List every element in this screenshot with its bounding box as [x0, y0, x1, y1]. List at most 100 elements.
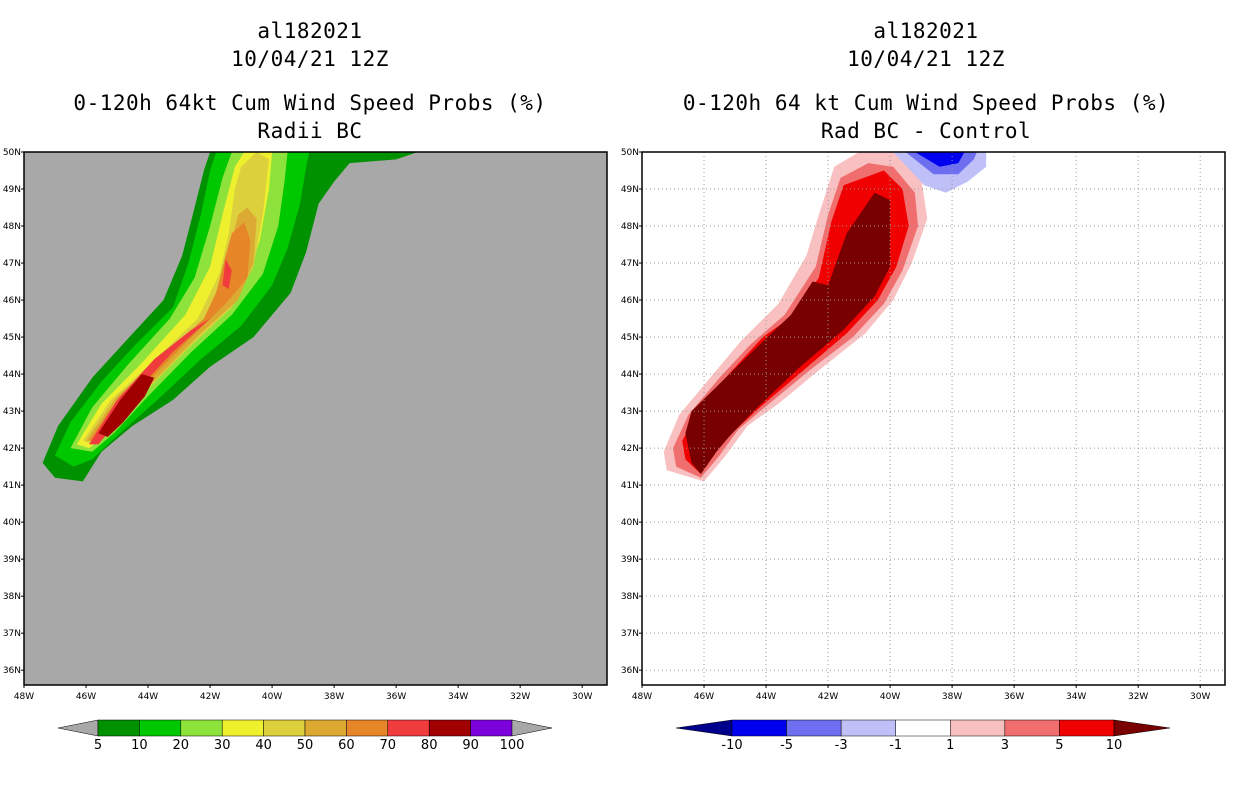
x-tick-label: 48W: [632, 692, 652, 702]
y-tick-label: 46N: [3, 296, 21, 306]
colorbar-swatch-6: [346, 719, 389, 737]
colorbar-over-arrow: [511, 719, 553, 737]
y-tick-label: 38N: [621, 592, 639, 602]
y-tick-label: 43N: [621, 407, 639, 417]
left-title-date: 10/04/21 12Z: [231, 47, 389, 71]
colorbar-swatch-3: [895, 719, 951, 737]
colorbar-swatch-3: [221, 719, 264, 737]
y-tick-label: 39N: [621, 555, 639, 565]
y-tick-label: 38N: [3, 592, 21, 602]
colorbar-swatch-0: [731, 719, 787, 737]
colorbar-label: 60: [338, 738, 355, 753]
colorbar-swatch-8: [428, 719, 471, 737]
right-title-variant: Rad BC - Control: [820, 119, 1032, 143]
left-colorbar: 5 10 20 30 40 50 60 70 80 90 100: [57, 719, 553, 753]
y-tick-label: 37N: [621, 629, 639, 639]
y-tick-label: 49N: [3, 185, 21, 195]
y-tick-label: 43N: [3, 407, 21, 417]
colorbar-swatch-2: [840, 719, 896, 737]
colorbar-under-arrow: [675, 719, 733, 737]
contour-layer: [42, 152, 418, 482]
y-tick-label: 40N: [3, 518, 21, 528]
colorbar-label: 70: [380, 738, 397, 753]
y-tick-label: 37N: [3, 629, 21, 639]
grid-lines: [642, 152, 1225, 685]
colorbar-label: 5: [1055, 738, 1063, 753]
map-frame: [641, 151, 1226, 686]
x-tick-label: 44W: [138, 692, 158, 702]
y-tick-label: 40N: [621, 518, 639, 528]
left-title-variant: Radii BC: [257, 119, 363, 143]
contour-band-8: [222, 259, 232, 289]
colorbar-label: 30: [214, 738, 231, 753]
x-tick-label: 42W: [200, 692, 220, 702]
y-tick-label: 47N: [3, 259, 21, 269]
colorbar-swatch-1: [139, 719, 182, 737]
colorbar-under-arrow: [57, 719, 99, 737]
colorbar-swatch-0: [97, 719, 140, 737]
y-tick-label: 45N: [3, 333, 21, 343]
colorbar-label: 3: [1001, 738, 1009, 753]
right-title-date: 10/04/21 12Z: [847, 47, 1005, 71]
y-tick-label: 48N: [621, 222, 639, 232]
right-map-panel: 48W 46W 44W 42W 40W 38W 36W 34W 32W 30W 36N 37N 38N 3…: [621, 148, 1226, 702]
colorbar-label: 5: [94, 738, 102, 753]
y-tick-label: 41N: [3, 481, 21, 491]
x-tick-label: 30W: [572, 692, 592, 702]
colorbar-swatch-4: [263, 719, 306, 737]
x-tick-label: 44W: [756, 692, 776, 702]
left-title-product: 0-120h 64kt Cum Wind Speed Probs (%): [73, 91, 547, 115]
x-tick-label: 36W: [1004, 692, 1024, 702]
colorbar-swatch-2: [180, 719, 223, 737]
colorbar-swatch-1: [786, 719, 842, 737]
right-title-product: 0-120h 64 kt Cum Wind Speed Probs (%): [682, 91, 1170, 115]
map-frame: [23, 151, 608, 686]
y-tick-label: 48N: [3, 222, 21, 232]
y-tick-label: 45N: [621, 333, 639, 343]
colorbar-label: 40: [255, 738, 272, 753]
y-tick-label: 42N: [621, 444, 639, 454]
left-title-storm-id: al182021: [257, 19, 363, 43]
colorbar-label: 10: [131, 738, 148, 753]
y-tick-label: 36N: [621, 666, 639, 676]
colorbar-label: -10: [721, 738, 742, 753]
x-tick-label: 40W: [262, 692, 282, 702]
contour-band-6: [914, 152, 965, 167]
y-tick-label: 36N: [3, 666, 21, 676]
x-tick-label: 32W: [510, 692, 530, 702]
y-tick-label: 47N: [621, 259, 639, 269]
x-tick-label: 46W: [76, 692, 96, 702]
x-tick-label: 40W: [880, 692, 900, 702]
colorbar-label: 20: [173, 738, 190, 753]
x-tick-label: 46W: [694, 692, 714, 702]
y-tick-label: 39N: [3, 555, 21, 565]
right-title-storm-id: al182021: [873, 19, 979, 43]
colorbar-swatch-5: [1004, 719, 1060, 737]
y-tick-label: 50N: [621, 148, 639, 158]
y-tick-label: 42N: [3, 444, 21, 454]
y-tick-label: 50N: [3, 148, 21, 158]
x-tick-label: 48W: [14, 692, 34, 702]
x-tick-label: 36W: [386, 692, 406, 702]
x-tick-label: 34W: [448, 692, 468, 702]
colorbar-label: -1: [889, 738, 902, 753]
contour-band-3: [76, 152, 273, 449]
y-tick-label: 44N: [621, 370, 639, 380]
colorbar-over-arrow: [1113, 719, 1171, 737]
colorbar-label: 10: [1106, 738, 1123, 753]
colorbar-label: 100: [500, 738, 525, 753]
x-tick-label: 38W: [942, 692, 962, 702]
y-tick-label: 44N: [3, 370, 21, 380]
y-tick-label: 41N: [621, 481, 639, 491]
x-tick-label: 30W: [1190, 692, 1210, 702]
colorbar-swatch-4: [950, 719, 1006, 737]
right-colorbar: -10 -5 -3 -1 1 3 5 10: [675, 719, 1171, 753]
x-tick-label: 32W: [1128, 692, 1148, 702]
colorbar-label: 50: [297, 738, 314, 753]
colorbar-swatch-5: [304, 719, 347, 737]
colorbar-swatch-6: [1059, 719, 1115, 737]
x-tick-label: 42W: [818, 692, 838, 702]
colorbar-swatch-9: [470, 719, 513, 737]
contour-band-9: [98, 374, 155, 437]
